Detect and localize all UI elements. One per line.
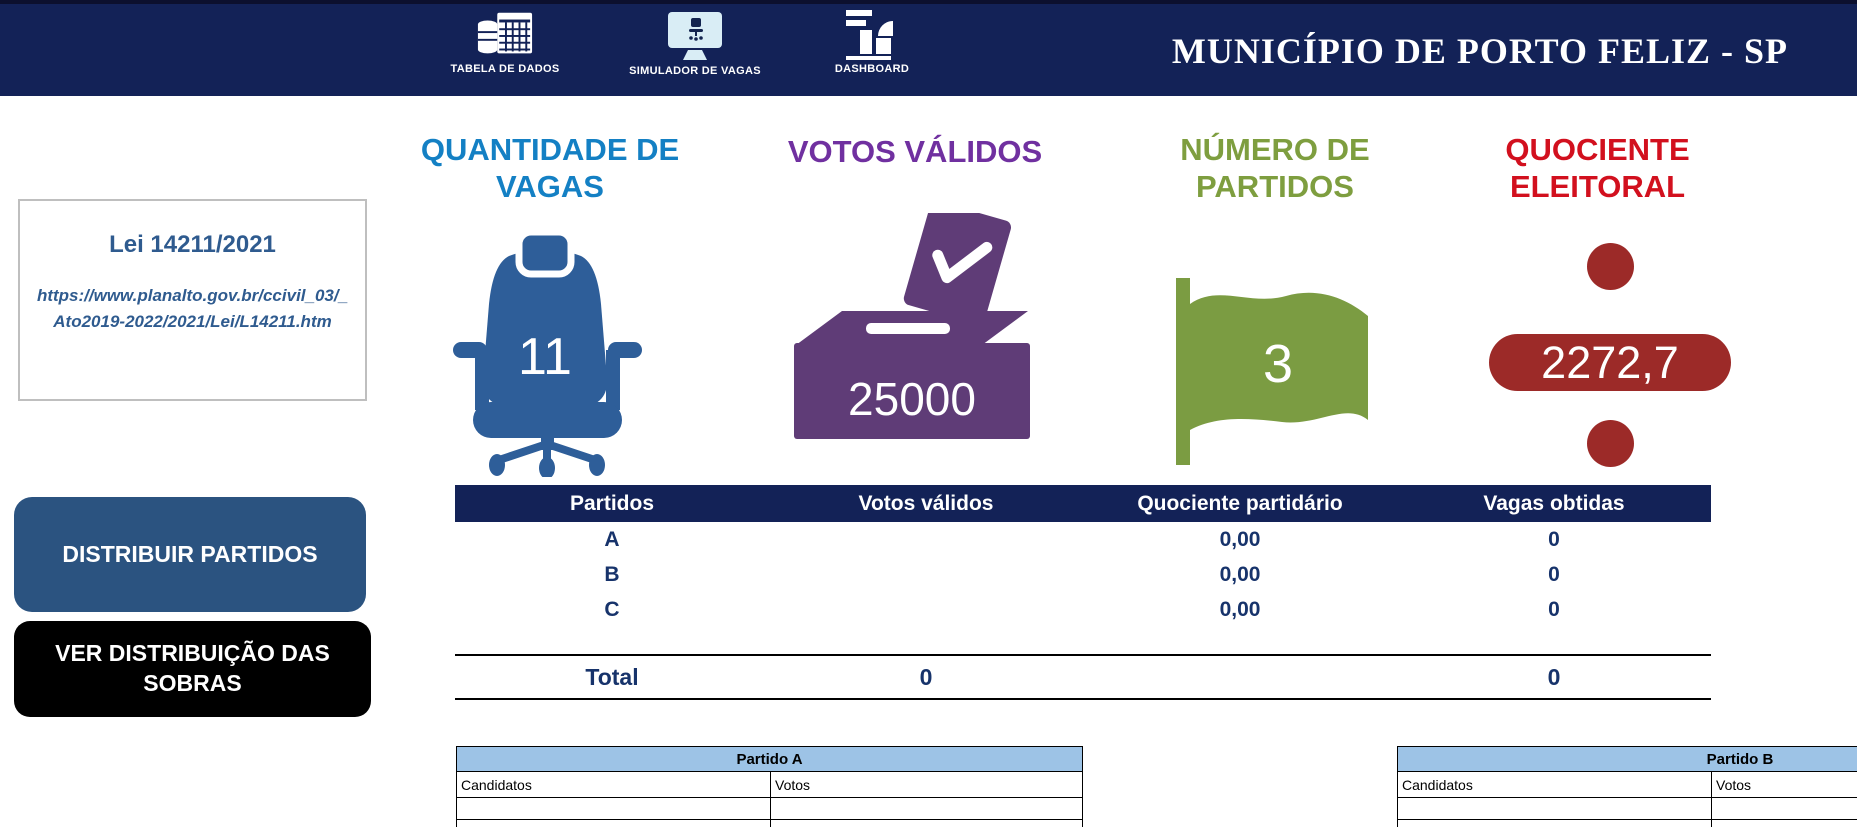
distribute-parties-button[interactable]: DISTRIBUIR PARTIDOS xyxy=(14,497,366,612)
kpi-value-partidos: 3 xyxy=(1263,334,1293,394)
party-b-table-title: Partido B xyxy=(1397,746,1857,772)
view-leftovers-button[interactable]: VER DISTRIBUIÇÃO DAS SOBRAS xyxy=(14,621,371,717)
dashboard-icon xyxy=(846,10,893,60)
total-row: Total 0 0 xyxy=(455,654,1711,700)
table-row-party-a: A 0,00 0 xyxy=(455,522,1711,557)
kpi-title-votos-validos: VOTOS VÁLIDOS xyxy=(787,134,1043,169)
cell-partido: B xyxy=(604,562,620,586)
cell-vagas: 0 xyxy=(1548,562,1560,586)
candidate-name-cell[interactable] xyxy=(1398,820,1712,827)
law-title: Lei 14211/2021 xyxy=(109,231,276,258)
division-bottom-dot xyxy=(1586,420,1634,467)
nav-label-tabela: TABELA DE DADOS xyxy=(450,63,560,75)
cell-quociente: 0,00 xyxy=(1219,597,1261,621)
flag-icon: 3 xyxy=(1176,278,1368,465)
candidate-votes-cell[interactable] xyxy=(771,820,1082,827)
total-label: Total xyxy=(585,663,639,690)
kpi-title-quociente-eleitoral: QUOCIENTE ELEITORAL xyxy=(1505,132,1690,204)
cell-partido: C xyxy=(604,597,620,621)
candidate-name-cell[interactable] xyxy=(1398,798,1712,819)
cell-partido: A xyxy=(604,527,620,551)
office-chair-icon: 11 xyxy=(453,232,642,477)
law-box: Lei 14211/2021 https://www.planalto.gov.… xyxy=(18,199,367,401)
candidate-name-cell[interactable] xyxy=(457,798,771,819)
total-vagas: 0 xyxy=(1547,663,1561,690)
parties-table: Partidos Votos válidos Quociente partidá… xyxy=(455,485,1711,700)
header-cell-quociente-partidario: Quociente partidário xyxy=(1137,491,1343,515)
nav-item-tabela-de-dados[interactable]: TABELA DE DADOS xyxy=(420,10,590,75)
nav-label-simulador: SIMULADOR DE VAGAS xyxy=(629,65,761,77)
nav-item-simulador-de-vagas[interactable]: SIMULADOR DE VAGAS xyxy=(610,10,780,77)
page-title: MUNICÍPIO DE PORTO FELIZ - SP xyxy=(1171,31,1789,71)
kpi-value-vagas: 11 xyxy=(518,328,572,386)
header-cell-vagas-obtidas: Vagas obtidas xyxy=(1483,491,1625,515)
nav-item-dashboard[interactable]: DASHBOARD xyxy=(788,10,956,75)
cell-vagas: 0 xyxy=(1548,597,1560,621)
party-b-table: Partido B Candidatos Votos xyxy=(1397,746,1857,827)
law-link[interactable]: https://www.planalto.gov.br/ccivil_03/_A… xyxy=(36,286,349,331)
nav-label-dashboard: DASHBOARD xyxy=(834,63,910,75)
data-table-icon xyxy=(477,12,533,54)
total-votos: 0 xyxy=(919,663,933,690)
header-cell-votos-validos: Votos válidos xyxy=(858,491,994,515)
column-header-votos: Votos xyxy=(1716,776,1752,793)
column-header-votos: Votos xyxy=(775,776,811,793)
division-icon: 2272,7 xyxy=(1489,243,1731,467)
candidate-votes-cell[interactable] xyxy=(1712,798,1857,819)
monitor-chair-icon xyxy=(668,12,722,60)
cell-quociente: 0,00 xyxy=(1219,562,1261,586)
kpi-title-numero-de-partidos: NÚMERO DE PARTIDOS xyxy=(1180,132,1370,204)
parties-table-header: Partidos Votos válidos Quociente partidá… xyxy=(455,485,1711,522)
party-a-table: Partido A Candidatos Votos xyxy=(456,746,1083,827)
table-row-party-c: C 0,00 0 xyxy=(455,592,1711,627)
candidate-votes-cell[interactable] xyxy=(771,798,1082,819)
ballot-box-icon: 25000 xyxy=(794,213,1030,439)
candidate-votes-cell[interactable] xyxy=(1712,820,1857,827)
column-header-candidatos: Candidatos xyxy=(457,772,771,797)
kpi-value-votos-validos: 25000 xyxy=(848,373,976,425)
kpi-title-quantidade-de-vagas: QUANTIDADE DE VAGAS xyxy=(420,132,680,204)
party-a-table-title: Partido A xyxy=(456,746,1083,772)
cell-quociente: 0,00 xyxy=(1219,527,1261,551)
header-bar: TABELA DE DADOS SIMULADOR DE VAGAS xyxy=(0,0,1857,96)
table-row-party-b: B 0,00 0 xyxy=(455,557,1711,592)
column-header-candidatos: Candidatos xyxy=(1398,772,1712,797)
header-cell-partidos: Partidos xyxy=(569,491,655,515)
division-top-dot xyxy=(1586,243,1634,290)
kpi-value-quociente-eleitoral: 2272,7 xyxy=(1489,334,1731,391)
cell-vagas: 0 xyxy=(1548,527,1560,551)
candidate-name-cell[interactable] xyxy=(457,820,771,827)
